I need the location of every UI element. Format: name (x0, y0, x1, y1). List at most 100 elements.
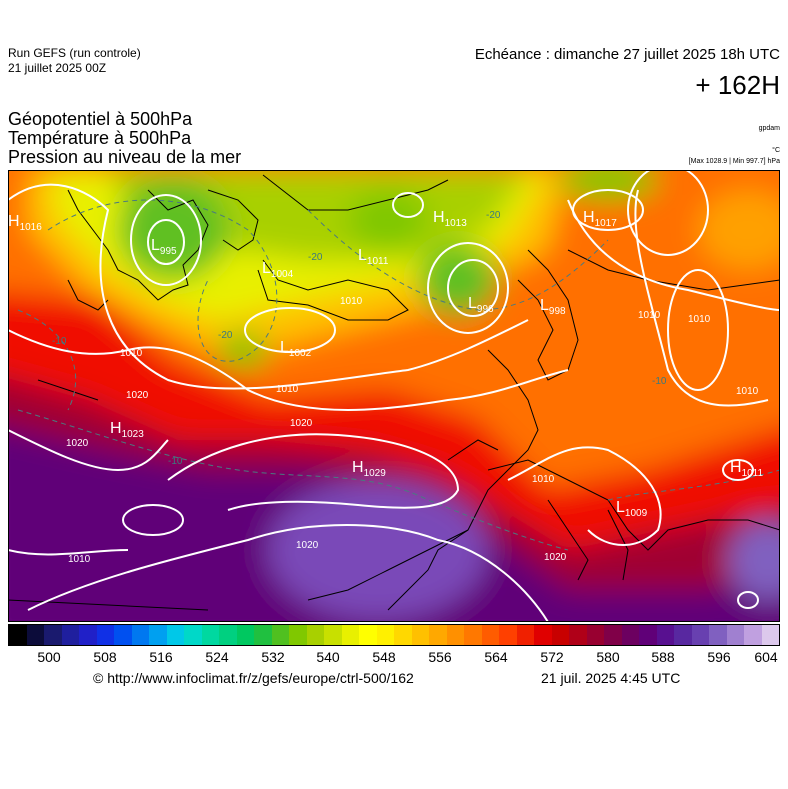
temperature-label: -20 (308, 252, 323, 263)
isobar-label: 1020 (126, 390, 149, 401)
isobar-label: 1010 (276, 384, 299, 395)
colorscale-swatch (306, 625, 324, 645)
colorscale-swatch (61, 625, 79, 645)
isobar-label: 1020 (544, 552, 567, 563)
colorscale-swatch (289, 625, 307, 645)
colorscale-swatch (446, 625, 464, 645)
colorscale-swatch (341, 625, 359, 645)
colorscale-tick-label: 604 (754, 649, 778, 665)
temperature-isolines (17, 199, 780, 551)
colorscale-tick-label: 500 (37, 649, 61, 665)
isobar-label: 1010 (688, 314, 711, 325)
colorscale-swatch (254, 625, 272, 645)
run-info: Run GEFS (run controle) 21 juillet 2025 … (8, 46, 141, 76)
colorscale-tick-label: 516 (149, 649, 173, 665)
isobars (8, 170, 780, 622)
colorscale-swatch (429, 625, 447, 645)
colorscale-tick-label: 572 (540, 649, 564, 665)
colorscale-tick-label: 588 (651, 649, 675, 665)
field-geopotential: Géopotentiel à 500hPa (8, 109, 193, 129)
temperature-label: -10 (652, 376, 667, 387)
forecast-map: H1016 L995 L1004 L1002 L1011 H1013 L996 H1017 L9… (8, 170, 780, 622)
unit-geopotential: gpdam (758, 125, 780, 132)
colorscale-tick-label: 508 (93, 649, 117, 665)
temperature-label: -20 (486, 210, 501, 221)
colorscale-swatch (44, 625, 62, 645)
pressure-center-low: L996 (468, 295, 494, 315)
colorscale-tick-label: 532 (261, 649, 285, 665)
colorscale-swatch (114, 625, 132, 645)
pressure-center-high: H1011 (730, 459, 764, 479)
colorscale-swatch (744, 625, 762, 645)
pressure-center-low: L1009 (616, 499, 648, 519)
colorscale-swatch (656, 625, 674, 645)
pressure-center-high: H1013 (433, 209, 467, 229)
unit-temperature: °C (772, 147, 780, 154)
field-list: Géopotentiel à 500hPa Température à 500h… (8, 110, 241, 167)
colorscale-tick-label: 524 (205, 649, 229, 665)
colorscale-swatch (219, 625, 237, 645)
colorscale-swatch (516, 625, 534, 645)
field-temperature: Température à 500hPa (8, 128, 192, 148)
isobar-label: 1010 (340, 296, 363, 307)
colorscale-swatch (324, 625, 342, 645)
colorscale-swatch (534, 625, 552, 645)
colorscale-swatch (481, 625, 499, 645)
pressure-center-low: L995 (151, 237, 177, 257)
colorscale-swatch (96, 625, 114, 645)
temperature-label: -10 (168, 456, 183, 467)
isobar-label: 1010 (638, 310, 661, 321)
colorscale-swatch (569, 625, 587, 645)
colorscale-swatch (726, 625, 744, 645)
colorscale-swatch (359, 625, 377, 645)
colorscale-tick-label: 540 (316, 649, 340, 665)
colorscale-swatch (551, 625, 569, 645)
temperature-label: -10 (52, 336, 67, 347)
colorscale-swatch (131, 625, 149, 645)
colorscale-swatch (184, 625, 202, 645)
geopotential-shading (8, 170, 780, 622)
colorscale-swatch (691, 625, 709, 645)
colorscale-swatch (201, 625, 219, 645)
source-url: © http://www.infoclimat.fr/z/gefs/europe… (93, 670, 414, 686)
pressure-center-low: L1011 (358, 247, 389, 267)
temperature-value-labels: -20 -20 -20 -10 -10 -10 (52, 210, 667, 467)
pressure-range: [Max 1028.9 | Min 997.7] hPa (688, 158, 780, 165)
pressure-center-high: H1017 (583, 209, 617, 229)
forecast-validity: Echéance : dimanche 27 juillet 2025 18h … (474, 46, 780, 63)
generation-timestamp: 21 juil. 2025 4:45 UTC (541, 670, 681, 686)
colorscale-swatch (394, 625, 412, 645)
isobar-label: 1010 (120, 348, 143, 359)
colorscale-tick-label: 548 (372, 649, 396, 665)
colorscale-swatch (761, 625, 779, 645)
colorscale-swatch (236, 625, 254, 645)
colorscale-swatch (586, 625, 604, 645)
temperature-label: -20 (218, 330, 233, 341)
pressure-center-low: L1002 (280, 339, 312, 359)
run-model: Run GEFS (run controle) (8, 46, 141, 60)
isobar-value-labels: 1010 1010 1020 1020 1020 1020 1010 1020 1010 1010… (66, 296, 759, 565)
colorscale-swatch (621, 625, 639, 645)
colorscale-bar (8, 624, 780, 646)
pressure-center-low: L998 (540, 297, 566, 317)
colorscale-tick-label: 556 (428, 649, 452, 665)
colorscale-swatch (79, 625, 97, 645)
isobar-label: 1010 (736, 386, 759, 397)
colorscale-swatch (674, 625, 692, 645)
run-date: 21 juillet 2025 00Z (8, 61, 107, 75)
colorscale-swatch (26, 625, 44, 645)
isobar-label: 1020 (296, 540, 319, 551)
isobar-label: 1020 (290, 418, 313, 429)
colorscale-swatch (9, 625, 27, 645)
pressure-center-low: L1004 (262, 260, 294, 280)
colorscale-swatch (639, 625, 657, 645)
pressure-center-labels: H1016 L995 L1004 L1002 L1011 H1013 L996 H1017 L9… (8, 209, 764, 519)
colorscale-tick-label: 564 (484, 649, 508, 665)
pressure-center-high: H1023 (110, 420, 144, 440)
colorscale-swatch (411, 625, 429, 645)
colorscale-swatch (149, 625, 167, 645)
colorscale-tick-label: 580 (596, 649, 620, 665)
colorscale-swatch (604, 625, 622, 645)
isobar-label: 1010 (68, 554, 91, 565)
pressure-center-high: H1029 (352, 459, 386, 479)
